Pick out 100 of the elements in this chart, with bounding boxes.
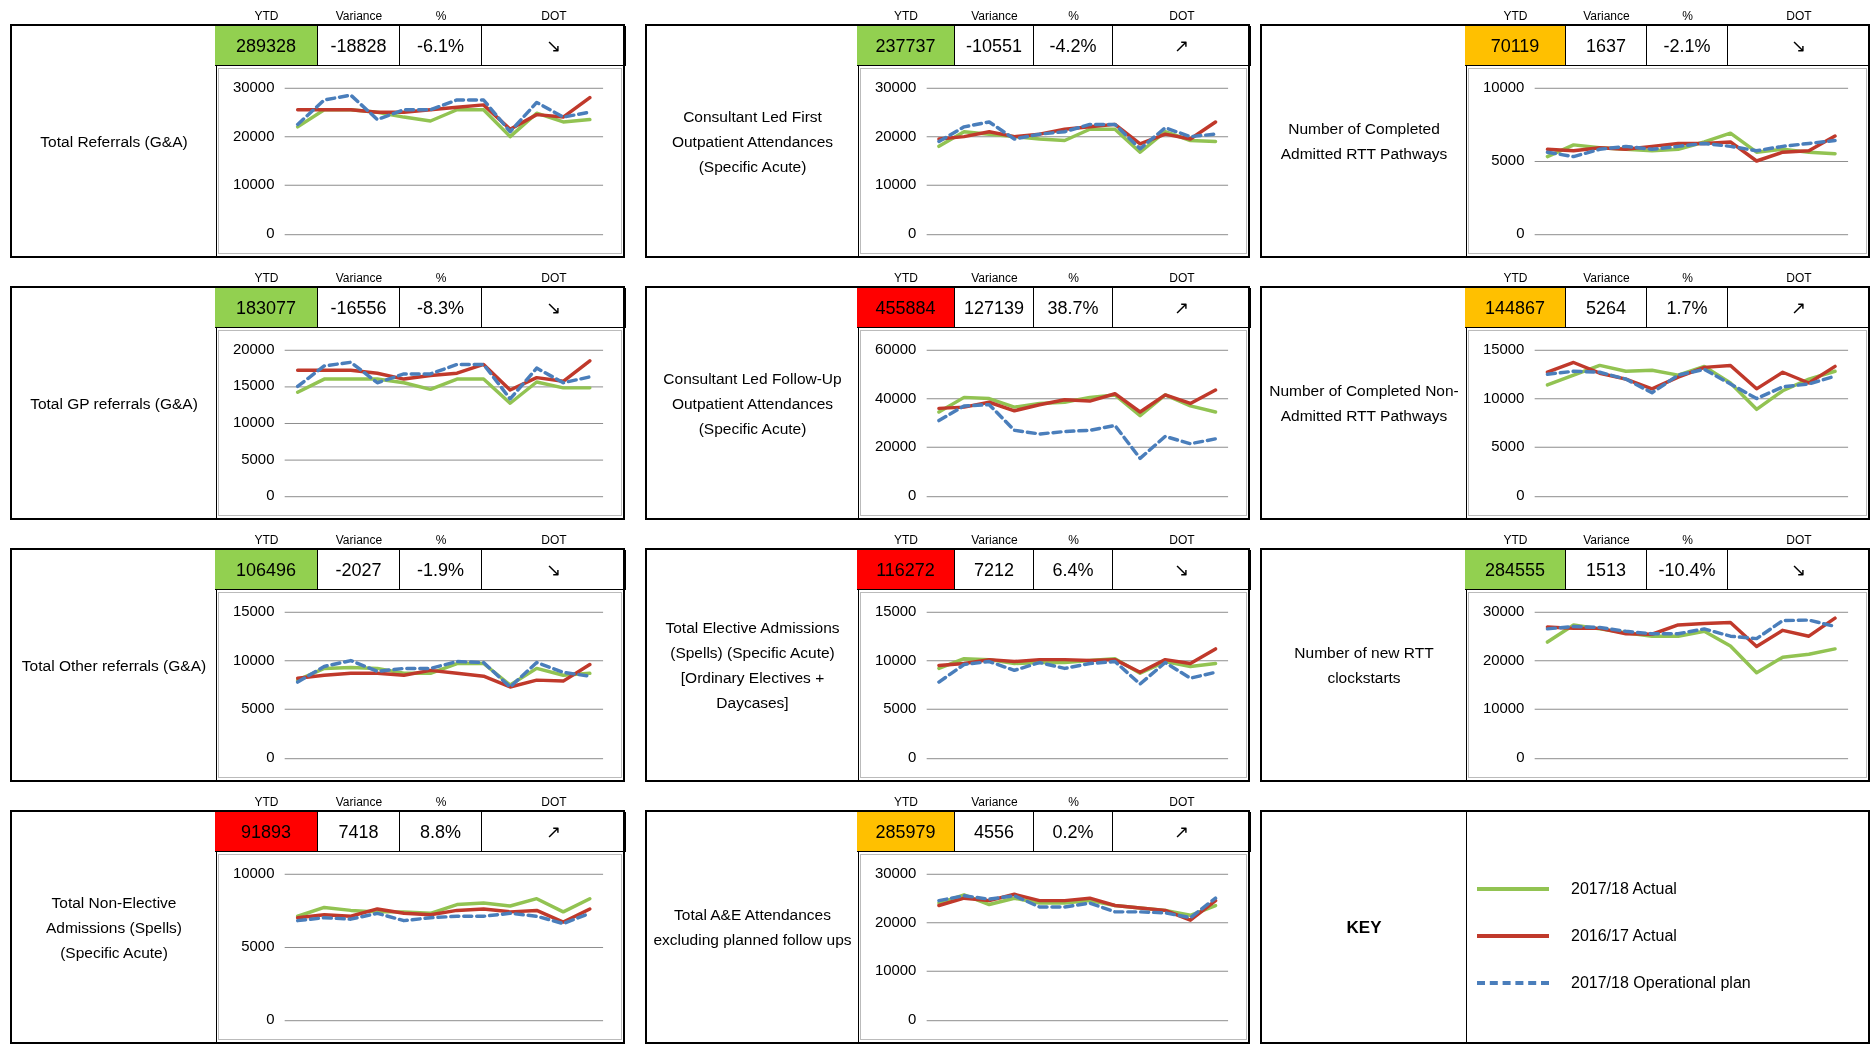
y-tick-label: 10000 xyxy=(232,414,275,431)
text: 455884 xyxy=(857,288,955,328)
y-tick-label: 10000 xyxy=(1482,389,1525,406)
text: Variance xyxy=(334,270,384,286)
line-series xyxy=(937,659,1218,686)
y-tick-label: 0 xyxy=(908,749,917,766)
y-tick-label: 15000 xyxy=(232,602,275,619)
text: YTD xyxy=(253,794,280,810)
text: DOT xyxy=(540,532,568,548)
text: 70119 xyxy=(1465,26,1566,66)
text: % xyxy=(1067,8,1080,24)
text: Variance xyxy=(334,794,384,810)
text: Variance xyxy=(970,532,1019,548)
y-tick-label: 0 xyxy=(266,749,275,766)
text: ↗ xyxy=(1728,288,1870,328)
text: 237737 xyxy=(857,26,955,66)
text: % xyxy=(1067,532,1080,548)
line-series xyxy=(937,402,1218,461)
y-tick-label: 30000 xyxy=(1482,602,1525,619)
y-tick-label: 10000 xyxy=(1482,78,1525,95)
y-tick-label: 40000 xyxy=(874,389,917,406)
text: DOT xyxy=(1785,8,1813,24)
y-tick-label: 5000 xyxy=(241,938,275,955)
text: DOT xyxy=(1168,794,1196,810)
text: 4556 xyxy=(955,812,1034,852)
text: ↘ xyxy=(1113,550,1251,590)
y-tick-label: 0 xyxy=(908,225,917,242)
text: Total Non-Elective Admissions (Spells) (Specific Acute) xyxy=(12,812,217,1042)
text: Number of Completed Non-Admitted RTT Pathways xyxy=(1262,288,1467,518)
text: YTD xyxy=(1502,270,1529,286)
text: 1.7% xyxy=(1647,288,1728,328)
text: 116272 xyxy=(857,550,955,590)
text: 7212 xyxy=(955,550,1034,590)
y-tick-label: 60000 xyxy=(874,340,917,357)
text: DOT xyxy=(1785,270,1813,286)
y-tick-label: 0 xyxy=(266,1011,275,1028)
text: -2027 xyxy=(318,550,400,590)
text: DOT xyxy=(1168,270,1196,286)
text: DOT xyxy=(540,8,568,24)
text: -18828 xyxy=(318,26,400,66)
legend-title: KEY xyxy=(1262,812,1467,1042)
text: Number of new RTT clockstarts xyxy=(1262,550,1467,780)
text: Variance xyxy=(334,8,384,24)
text: % xyxy=(434,532,448,548)
y-tick-label: 15000 xyxy=(232,377,275,394)
text: YTD xyxy=(893,532,919,548)
text: 91893 xyxy=(215,812,318,852)
y-tick-label: 20000 xyxy=(232,340,275,357)
text: 289328 xyxy=(215,26,318,66)
text: Total GP referrals (G&A) xyxy=(12,288,217,518)
y-tick-label: 20000 xyxy=(1482,651,1525,668)
y-tick-label: 10000 xyxy=(874,651,917,668)
text: YTD xyxy=(893,8,919,24)
y-tick-label: 0 xyxy=(1516,225,1525,242)
text: % xyxy=(434,794,448,810)
text: % xyxy=(434,8,448,24)
text: % xyxy=(1067,794,1080,810)
text: Total A&E Attendances excluding planned follow ups xyxy=(647,812,859,1042)
text: DOT xyxy=(1785,532,1813,548)
text: ↘ xyxy=(1728,550,1870,590)
text: 144867 xyxy=(1465,288,1566,328)
text: Consultant Led First Outpatient Attendances (Specific Acute) xyxy=(647,26,859,256)
text: -10551 xyxy=(955,26,1034,66)
y-tick-label: 0 xyxy=(908,1011,917,1028)
text: 38.7% xyxy=(1034,288,1113,328)
text: Variance xyxy=(970,794,1019,810)
text: % xyxy=(1681,532,1694,548)
text: 1513 xyxy=(1566,550,1647,590)
y-tick-label: 5000 xyxy=(883,700,917,717)
text: % xyxy=(434,270,448,286)
text: -1.9% xyxy=(400,550,482,590)
text: Variance xyxy=(1582,8,1631,24)
text: YTD xyxy=(253,8,280,24)
text: DOT xyxy=(540,794,568,810)
text: ↗ xyxy=(1113,26,1251,66)
y-tick-label: 10000 xyxy=(1482,700,1525,717)
text: -2.1% xyxy=(1647,26,1728,66)
text: YTD xyxy=(893,270,919,286)
text: Variance xyxy=(970,270,1019,286)
text: -4.2% xyxy=(1034,26,1113,66)
text: % xyxy=(1681,270,1694,286)
text: ↗ xyxy=(482,812,626,852)
text: 183077 xyxy=(215,288,318,328)
text: ↗ xyxy=(1113,812,1251,852)
text: YTD xyxy=(1502,8,1529,24)
y-tick-label: 5000 xyxy=(241,450,275,467)
text: 106496 xyxy=(215,550,318,590)
text: YTD xyxy=(1502,532,1529,548)
y-tick-label: 5000 xyxy=(1491,438,1525,455)
legend-label: 2017/18 Operational plan xyxy=(1571,974,1751,992)
y-tick-label: 0 xyxy=(266,487,275,504)
legend-label: 2017/18 Actual xyxy=(1571,880,1677,898)
text: Total Other referrals (G&A) xyxy=(12,550,217,780)
text: 8.8% xyxy=(400,812,482,852)
y-tick-label: 0 xyxy=(1516,749,1525,766)
text: 284555 xyxy=(1465,550,1566,590)
text: 1637 xyxy=(1566,26,1647,66)
text: -10.4% xyxy=(1647,550,1728,590)
text: ↗ xyxy=(1113,288,1251,328)
y-tick-label: 30000 xyxy=(232,78,275,95)
